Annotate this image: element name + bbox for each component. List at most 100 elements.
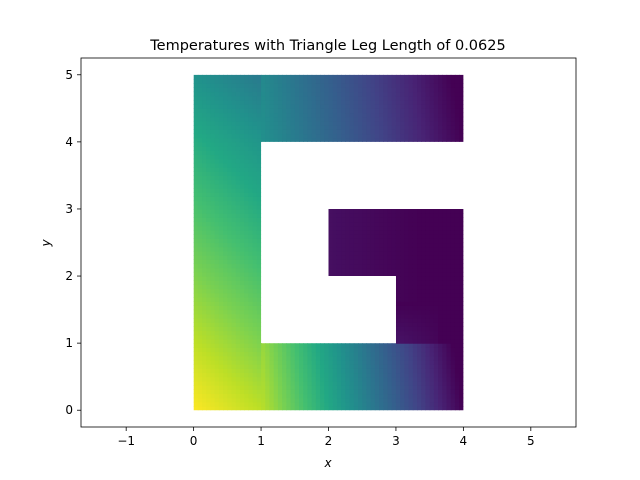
heatmap-cell (214, 359, 220, 365)
heatmap-cell (450, 284, 456, 290)
heatmap-cell (218, 385, 224, 390)
heatmap-cell (193, 313, 199, 319)
heatmap-cell (265, 401, 271, 407)
heatmap-cell (425, 406, 431, 411)
heatmap-cell (193, 351, 199, 357)
heatmap-cell (450, 129, 456, 135)
heatmap-cell (202, 250, 207, 256)
heatmap-cell (256, 364, 262, 369)
heatmap-cell (425, 129, 431, 135)
heatmap-cell (206, 154, 212, 160)
heatmap-cell (311, 83, 317, 88)
heatmap-cell (438, 78, 443, 84)
heatmap-cell (197, 347, 203, 353)
heatmap-cell (395, 208, 401, 214)
heatmap-cell (239, 196, 245, 202)
heatmap-cell (425, 330, 431, 336)
heatmap-cell (252, 208, 258, 214)
heatmap-cell (421, 208, 427, 214)
heatmap-cell (387, 368, 393, 374)
heatmap-cell (379, 234, 384, 239)
heatmap-cell (286, 347, 292, 353)
heatmap-cell (286, 364, 292, 369)
heatmap-cell (202, 158, 207, 164)
heatmap-cell (231, 338, 237, 344)
heatmap-cell (206, 368, 212, 374)
heatmap-cell (345, 259, 351, 265)
heatmap-cell (256, 338, 262, 344)
heatmap-cell (223, 213, 228, 218)
heatmap-cell (429, 250, 435, 256)
heatmap-cell (349, 120, 355, 126)
heatmap-cell (282, 91, 287, 97)
heatmap-cell (417, 225, 422, 231)
heatmap-cell (383, 372, 389, 378)
heatmap-cell (252, 192, 258, 197)
heatmap-cell (417, 91, 422, 97)
heatmap-cell (408, 359, 414, 365)
heatmap-cell (454, 284, 460, 290)
heatmap-cell (454, 267, 460, 273)
heatmap-cell (197, 385, 203, 390)
heatmap-cell (290, 137, 296, 143)
heatmap-cell (244, 229, 250, 235)
heatmap-cell (244, 280, 250, 286)
heatmap-cell (374, 78, 380, 84)
heatmap-cell (412, 364, 418, 369)
heatmap-cell (404, 309, 410, 315)
heatmap-cell (210, 116, 216, 122)
heatmap-cell (277, 87, 283, 93)
heatmap-cell (362, 267, 368, 273)
heatmap-cell (197, 263, 203, 269)
heatmap-cell (244, 288, 250, 294)
heatmap-cell (248, 87, 254, 93)
heatmap-cell (307, 376, 313, 382)
heatmap-cell (429, 213, 435, 218)
heatmap-cell (438, 242, 443, 248)
heatmap-cell (239, 208, 245, 214)
heatmap-cell (391, 389, 397, 395)
heatmap-cell (362, 229, 368, 235)
heatmap-cell (206, 313, 212, 319)
heatmap-cell (454, 364, 460, 369)
heatmap-cell (252, 259, 258, 265)
heatmap-cell (252, 125, 258, 130)
heatmap-cell (391, 213, 397, 218)
heatmap-cell (210, 276, 216, 281)
heatmap-cell (404, 364, 410, 369)
heatmap-cell (349, 401, 355, 407)
heatmap-cell (231, 322, 237, 327)
heatmap-cell (286, 376, 292, 382)
heatmap-cell (417, 87, 422, 93)
heatmap-cell (231, 179, 237, 185)
heatmap-cell (404, 322, 410, 327)
heatmap-cell (383, 125, 389, 130)
heatmap-cell (370, 255, 376, 260)
heatmap-cell (315, 129, 321, 135)
heatmap-cell (202, 385, 207, 390)
heatmap-cell (332, 213, 338, 218)
heatmap-cell (218, 158, 224, 164)
heatmap-cell (404, 297, 410, 302)
heatmap-cell (446, 385, 452, 390)
heatmap-cell (273, 359, 279, 365)
heatmap-cell (383, 242, 389, 248)
heatmap-cell (303, 347, 309, 353)
heatmap-cell (417, 343, 422, 348)
heatmap-cell (277, 355, 283, 361)
heatmap-cell (425, 263, 431, 269)
heatmap-cell (345, 133, 351, 139)
heatmap-cell (218, 217, 224, 223)
heatmap-cell (433, 301, 439, 306)
heatmap-cell (290, 74, 296, 80)
heatmap-cell (239, 309, 245, 315)
heatmap-cell (248, 91, 254, 97)
heatmap-cell (244, 313, 250, 319)
heatmap-cell (206, 183, 212, 189)
heatmap-cell (218, 213, 224, 218)
heatmap-cell (417, 271, 422, 277)
heatmap-cell (425, 301, 431, 306)
heatmap-cell (438, 380, 443, 386)
heatmap-cell (421, 326, 427, 332)
heatmap-cell (273, 385, 279, 390)
